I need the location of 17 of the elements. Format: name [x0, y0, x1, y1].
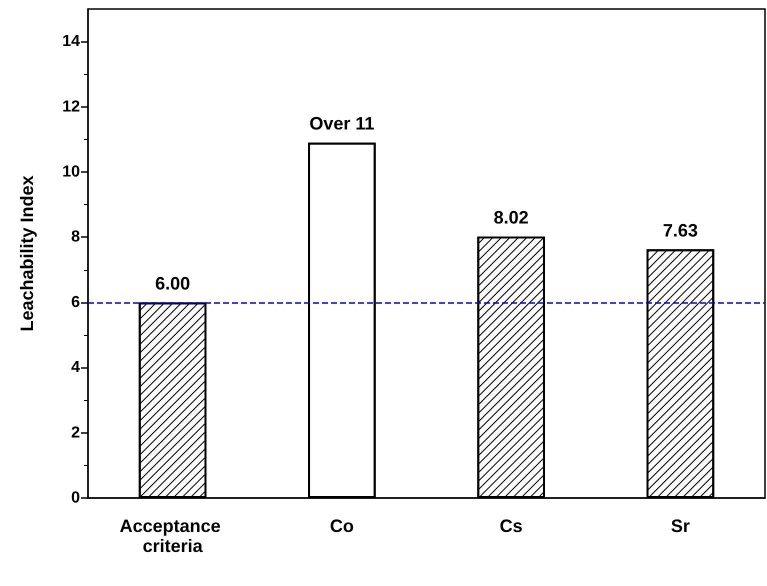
x-tick-label: Co — [330, 516, 354, 536]
y-tick-label: 2 — [71, 424, 80, 442]
data-label: Over 11 — [309, 114, 374, 134]
x-tick-label: Cs — [500, 516, 523, 536]
y-axis-title: Leachability Index — [17, 175, 37, 332]
y-tick-label: 12 — [62, 98, 80, 116]
data-label: 6.00 — [155, 273, 190, 294]
y-tick-label: 4 — [71, 359, 80, 376]
x-tick-label: Acceptance criteria — [120, 516, 226, 556]
y-tick-label: 0 — [71, 490, 80, 506]
data-label: 8.02 — [494, 208, 529, 228]
y-tick-label: 8 — [71, 228, 80, 246]
x-tick-label: Sr — [670, 516, 690, 536]
y-tick-label: 10 — [62, 164, 80, 180]
data-label: 7.63 — [662, 220, 698, 240]
y-tick-label: 6 — [71, 294, 80, 311]
y-tick-label: 14 — [62, 33, 80, 50]
